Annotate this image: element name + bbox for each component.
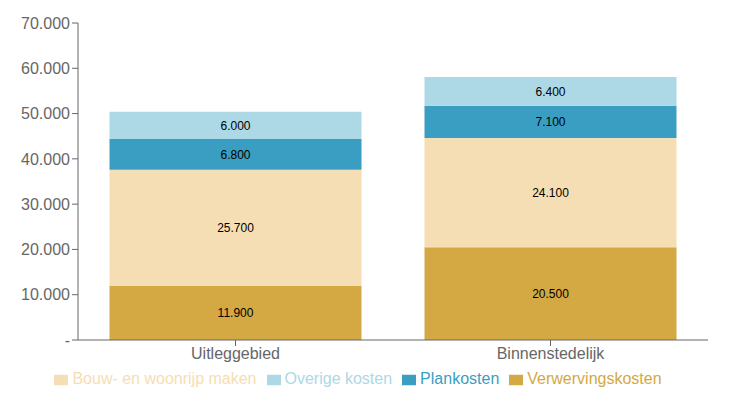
svg-text:Uitleggebied: Uitleggebied — [191, 345, 280, 362]
html-text:Verwervingskosten: Verwervingskosten — [527, 370, 662, 387]
svg-text:-: - — [65, 332, 70, 349]
svg-text:6.000: 6.000 — [220, 119, 250, 133]
svg-text:10.000: 10.000 — [21, 286, 70, 303]
svg-text:25.700: 25.700 — [217, 221, 254, 235]
svg-text:60.000: 60.000 — [21, 60, 70, 77]
svg-text:11.900: 11.900 — [218, 306, 254, 320]
svg-text:30.000: 30.000 — [21, 196, 70, 213]
html-text:Bouw- en woonrijp maken: Bouw- en woonrijp maken — [72, 370, 257, 387]
svg-text:Binnenstedelijk: Binnenstedelijk — [497, 345, 606, 362]
svg-text:50.000: 50.000 — [21, 105, 70, 122]
svg-text:6.400: 6.400 — [535, 85, 565, 99]
svg-text:20.500: 20.500 — [532, 287, 569, 301]
html-text:Overige kosten: Overige kosten — [284, 370, 393, 387]
svg-text:20.000: 20.000 — [21, 241, 70, 258]
html-text:Plankosten: Plankosten — [420, 370, 500, 387]
svg-text:40.000: 40.000 — [21, 151, 70, 168]
svg-text:70.000: 70.000 — [21, 15, 70, 32]
svg-text:7.100: 7.100 — [535, 115, 565, 129]
svg-text:24.100: 24.100 — [532, 186, 569, 200]
svg-text:6.800: 6.800 — [220, 148, 250, 162]
